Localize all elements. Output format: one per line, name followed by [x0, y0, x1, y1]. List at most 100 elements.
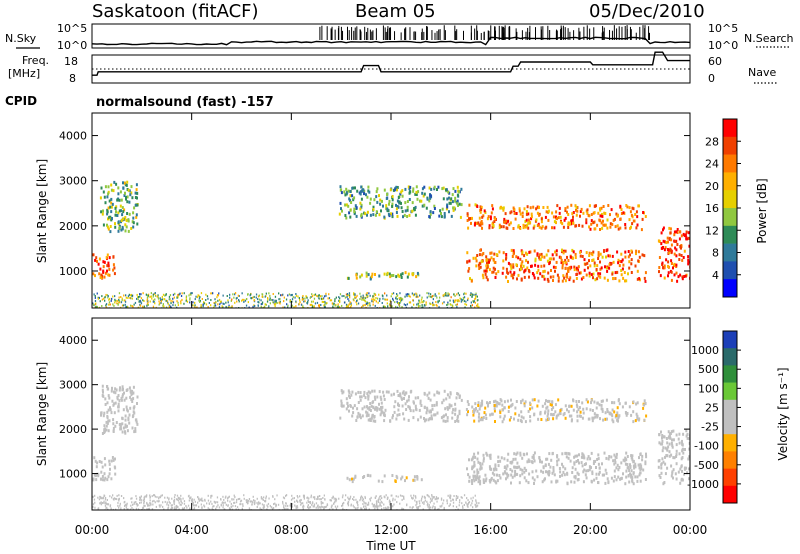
data-cell-2	[340, 399, 343, 403]
ground-scatter	[256, 497, 258, 500]
data-cell-5	[519, 257, 522, 261]
data-cell-5	[496, 473, 498, 477]
ground-scatter	[449, 495, 452, 498]
data-cell-6	[683, 275, 686, 278]
data-cell-0	[113, 266, 116, 270]
ground-scatter	[151, 500, 154, 503]
ground-scatter	[99, 300, 101, 303]
data-cell-4	[554, 403, 557, 407]
ground-scatter	[238, 299, 240, 301]
data-cell-1	[120, 228, 123, 232]
ground-scatter	[232, 504, 234, 507]
data-cell-2	[454, 196, 457, 200]
data-cell-2	[454, 402, 457, 406]
data-cell-5	[620, 476, 623, 480]
data-cell-5	[485, 477, 488, 481]
data-cell-1	[100, 413, 102, 417]
ground-scatter	[465, 501, 467, 504]
data-cell-4	[541, 404, 544, 408]
ground-scatter	[330, 499, 332, 502]
ground-scatter	[272, 495, 274, 498]
ground-scatter	[233, 501, 235, 504]
data-cell-5	[490, 256, 493, 260]
data-cell-5	[518, 481, 521, 485]
power-ylabel: Slant Range [km]	[35, 159, 49, 263]
ground-scatter	[309, 303, 311, 306]
data-cell-2	[359, 192, 362, 196]
data-cell-4	[517, 224, 520, 228]
ground-scatter	[455, 495, 458, 497]
data-cell-5	[597, 251, 600, 255]
data-cell-5	[605, 266, 608, 270]
data-cell-3	[398, 274, 401, 278]
data-cell-5	[631, 458, 634, 462]
ground-scatter	[125, 294, 127, 297]
data-cell-2	[359, 398, 362, 402]
data-cell-4	[502, 208, 505, 212]
data-cell-6	[660, 231, 663, 235]
data-cell-4	[598, 403, 601, 407]
ground-scatter	[273, 303, 276, 306]
data-cell-4	[588, 417, 591, 421]
ground-scatter	[231, 498, 233, 501]
data-cell-2	[392, 414, 394, 418]
data-cell-5	[547, 472, 550, 476]
ground-scatter	[400, 300, 402, 303]
data-cell-1	[118, 198, 121, 202]
ground-scatter	[432, 304, 434, 307]
data-cell-5	[607, 457, 610, 461]
data-cell-6	[675, 433, 678, 437]
data-cell-4	[487, 215, 490, 219]
ground-scatter	[429, 293, 432, 296]
ground-scatter	[94, 306, 96, 308]
data-cell-2	[339, 201, 342, 205]
data-cell-4	[524, 400, 527, 404]
data-cell-5	[626, 463, 629, 466]
data-cell-5	[573, 455, 576, 459]
data-cell-4	[538, 205, 540, 209]
data-cell-5	[498, 474, 501, 477]
ground-scatter	[154, 292, 156, 294]
data-cell-1	[126, 195, 129, 199]
data-cell-6	[678, 432, 681, 436]
data-cell-5	[543, 264, 546, 268]
ground-scatter	[322, 506, 324, 508]
data-cell-4	[476, 205, 479, 208]
data-cell-6	[669, 231, 672, 235]
ground-scatter	[209, 508, 211, 510]
ground-scatter	[311, 303, 313, 306]
nsearch-tick-bottom: 10^0	[708, 39, 738, 52]
data-cell-5	[516, 277, 518, 281]
ground-scatter	[200, 292, 203, 295]
ground-scatter	[127, 295, 130, 298]
data-cell-4	[466, 214, 469, 218]
ground-scatter	[166, 496, 169, 499]
data-cell-5	[496, 479, 499, 483]
data-cell-6	[676, 228, 679, 231]
data-cell-4	[532, 226, 535, 230]
ground-scatter	[302, 305, 304, 308]
ground-scatter	[145, 495, 148, 498]
ground-scatter	[337, 303, 339, 306]
ground-scatter	[368, 302, 371, 305]
data-cell-5	[585, 251, 588, 255]
colorbar-swatch	[723, 331, 737, 349]
ground-scatter	[165, 299, 167, 302]
data-cell-5	[635, 252, 637, 256]
ground-scatter	[252, 296, 254, 299]
data-cell-4	[487, 404, 489, 408]
ground-scatter	[417, 305, 420, 308]
ground-scatter	[403, 303, 405, 306]
data-cell-2	[340, 207, 342, 211]
data-cell-6	[681, 442, 684, 446]
data-cell-1	[114, 222, 116, 226]
data-cell-1	[112, 418, 115, 422]
data-cell-2	[344, 214, 347, 217]
data-cell-2	[450, 404, 453, 408]
ground-scatter	[176, 498, 179, 501]
ground-scatter	[135, 502, 137, 505]
data-cell-4	[625, 204, 628, 207]
ground-scatter	[152, 293, 154, 296]
ground-scatter	[373, 295, 375, 298]
ground-scatter	[436, 304, 438, 307]
